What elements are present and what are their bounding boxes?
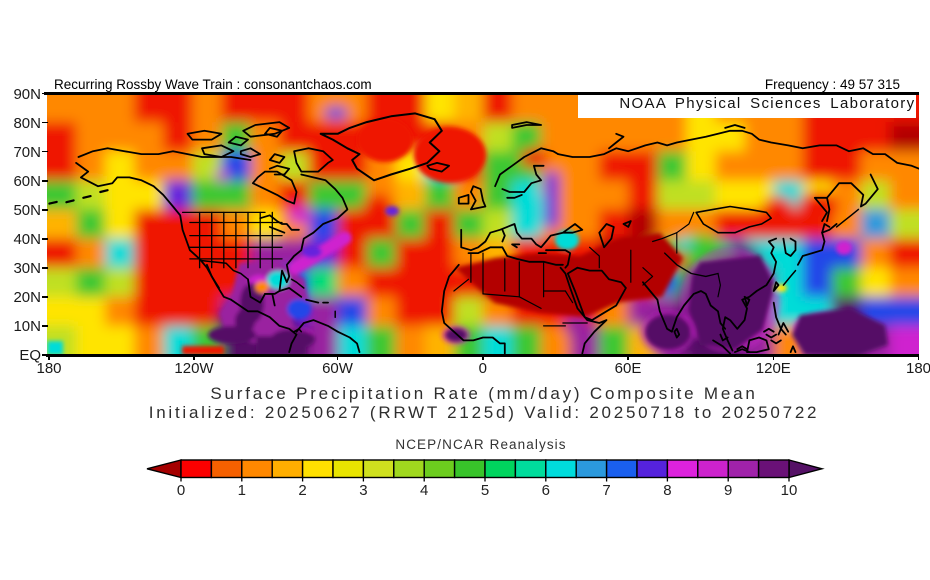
svg-text:0: 0 — [177, 482, 185, 499]
svg-text:1: 1 — [238, 482, 246, 499]
svg-text:10: 10 — [781, 482, 798, 499]
svg-text:4: 4 — [420, 482, 428, 499]
svg-text:9: 9 — [724, 482, 732, 499]
svg-text:3: 3 — [359, 482, 367, 499]
svg-text:6: 6 — [542, 482, 550, 499]
svg-text:7: 7 — [602, 482, 610, 499]
svg-text:5: 5 — [481, 482, 489, 499]
svg-text:8: 8 — [663, 482, 671, 499]
svg-text:2: 2 — [298, 482, 306, 499]
